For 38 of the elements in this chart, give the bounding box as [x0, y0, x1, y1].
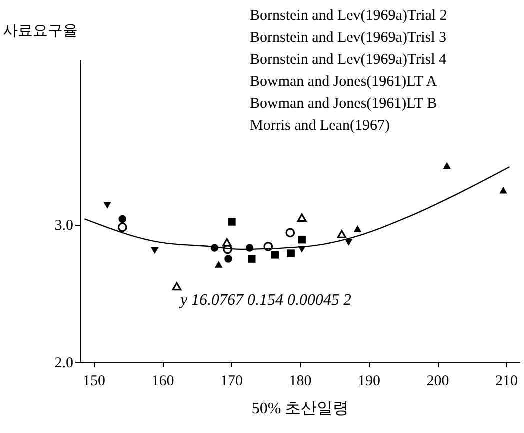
point — [354, 225, 362, 232]
point — [287, 250, 295, 258]
annotation: Bowman and Jones(1961)LT A — [250, 74, 438, 90]
point — [104, 202, 112, 209]
point — [151, 247, 159, 254]
point — [224, 255, 232, 263]
x-tick-label: 210 — [496, 374, 518, 390]
point — [298, 236, 306, 244]
point — [344, 239, 353, 246]
point — [118, 215, 126, 224]
annotation: Morris and Lean(1967) — [250, 118, 390, 134]
text: Bornstein and Lev(1969a)Trial 2 — [250, 8, 448, 24]
point — [337, 230, 347, 238]
point — [248, 255, 256, 263]
x-tick-label: 200 — [426, 374, 450, 390]
x-axis-title: 50% 초산일령 — [252, 400, 350, 418]
annotation: y 16.0767 0.154 0.00045 2 — [178, 292, 352, 309]
point — [222, 238, 232, 247]
point — [443, 162, 451, 170]
point — [215, 261, 223, 268]
point — [500, 187, 508, 194]
y-axis-title: 사료요구율 — [3, 24, 78, 40]
point — [297, 214, 307, 222]
y-tick-label: 2.0 — [54, 356, 74, 372]
x-tick-label: 160 — [152, 374, 174, 390]
y-tick-label: 3.0 — [54, 218, 74, 234]
point — [228, 218, 236, 226]
text: Bornstein and Lev(1969a)Trisl 3 — [250, 30, 447, 46]
point — [286, 228, 296, 238]
x-tick-label: 150 — [83, 374, 106, 390]
annotation: Bornstein and Lev(1969a)Trisl 4 — [250, 52, 448, 68]
annotation: Bowman and Jones(1961)LT B — [250, 96, 438, 112]
point — [271, 251, 280, 259]
x-tick-label: 190 — [358, 374, 380, 390]
x-tick-label: 180 — [289, 374, 312, 390]
x-tick-label: 170 — [220, 374, 243, 390]
point — [118, 222, 128, 232]
point — [172, 282, 182, 291]
